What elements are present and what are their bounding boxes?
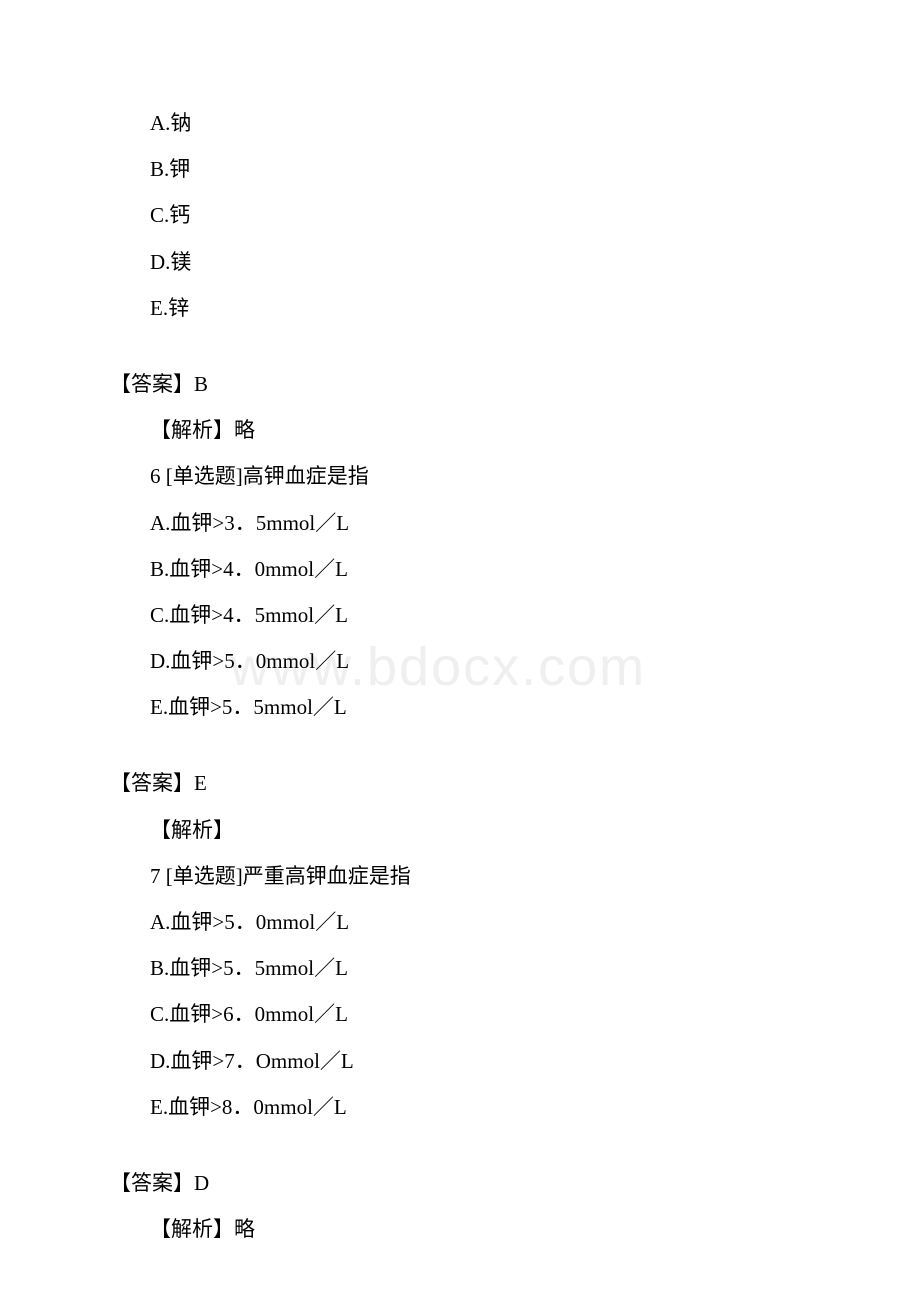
q7-explain: 【解析】略 xyxy=(150,1206,810,1252)
q6-option-a: A.血钾>3．5mmol／L xyxy=(150,500,810,546)
q5-option-d: D.镁 xyxy=(150,239,810,285)
q7-option-d: D.血钾>7．Ommol／L xyxy=(150,1038,810,1084)
q6-stem: 6 [单选题]高钾血症是指 xyxy=(150,453,810,499)
document-content: A.钠 B.钾 C.钙 D.镁 E.锌 【答案】B 【解析】略 6 [单选题]高… xyxy=(110,100,810,1252)
q5-option-a: A.钠 xyxy=(150,100,810,146)
q7-option-c: C.血钾>6．0mmol／L xyxy=(150,991,810,1037)
q7-answer: 【答案】D xyxy=(110,1160,810,1206)
q5-option-c: C.钙 xyxy=(150,192,810,238)
q7-option-b: B.血钾>5．5mmol／L xyxy=(150,945,810,991)
q7-stem: 7 [单选题]严重高钾血症是指 xyxy=(150,853,810,899)
q5-option-b: B.钾 xyxy=(150,146,810,192)
q7-option-a: A.血钾>5．0mmol／L xyxy=(150,899,810,945)
q6-option-d: D.血钾>5．0mmol／L xyxy=(150,638,810,684)
q7-option-e: E.血钾>8．0mmol／L xyxy=(150,1084,810,1130)
q5-answer: 【答案】B xyxy=(110,361,810,407)
q6-option-b: B.血钾>4．0mmol／L xyxy=(150,546,810,592)
q5-option-e: E.锌 xyxy=(150,285,810,331)
q5-explain: 【解析】略 xyxy=(150,407,810,453)
q6-answer: 【答案】E xyxy=(110,760,810,806)
q6-explain: 【解析】 xyxy=(150,807,810,853)
q6-option-e: E.血钾>5．5mmol／L xyxy=(150,684,810,730)
q6-option-c: C.血钾>4．5mmol／L xyxy=(150,592,810,638)
